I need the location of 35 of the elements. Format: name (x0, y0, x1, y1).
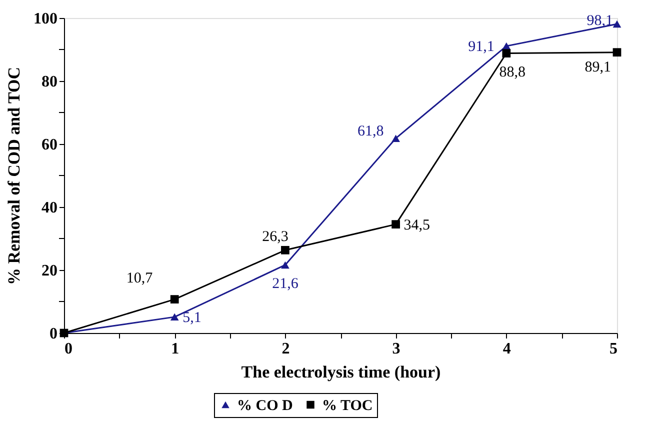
y-tick-label: 80 (42, 74, 58, 90)
point (392, 134, 400, 142)
x-tick-label: 0 (64, 340, 72, 358)
point (502, 49, 511, 58)
point (612, 48, 622, 57)
y-tick-label: 20 (42, 262, 58, 280)
x-tick-label: 1 (171, 340, 180, 358)
data-label: 89,1 (584, 59, 611, 76)
data-label: 34,5 (404, 217, 430, 234)
x-tick-label: 2 (282, 340, 290, 358)
point (392, 220, 400, 229)
data-label: 91,1 (468, 39, 494, 56)
point (170, 313, 179, 321)
data-label: 98,1 (586, 12, 613, 29)
x-axis-title: The electrolysis time (hour) (241, 362, 441, 382)
y-tick-label: 100 (34, 10, 58, 28)
x-tick-label: 5 (610, 340, 618, 358)
y-tick-label: 40 (42, 200, 58, 216)
data-label: 21,6 (272, 276, 299, 292)
data-label: 61,8 (358, 123, 384, 140)
point (612, 20, 622, 28)
data-label: 5,1 (182, 310, 202, 326)
data-label: 10,7 (126, 270, 154, 286)
y-tick-label: 0 (50, 326, 58, 342)
data-label: 26,3 (262, 229, 288, 246)
point (281, 261, 290, 269)
y-tick-label: 60 (42, 136, 58, 154)
data-label: 88,8 (499, 64, 526, 80)
legend-label: % TOC (322, 398, 373, 414)
x-tick-label: 4 (502, 340, 511, 358)
y-axis-title: % Removal of COD and TOC (4, 66, 24, 286)
point (170, 295, 179, 304)
point (281, 246, 290, 254)
x-tick-label: 3 (392, 340, 400, 358)
legend-label: % CO D (237, 398, 293, 414)
